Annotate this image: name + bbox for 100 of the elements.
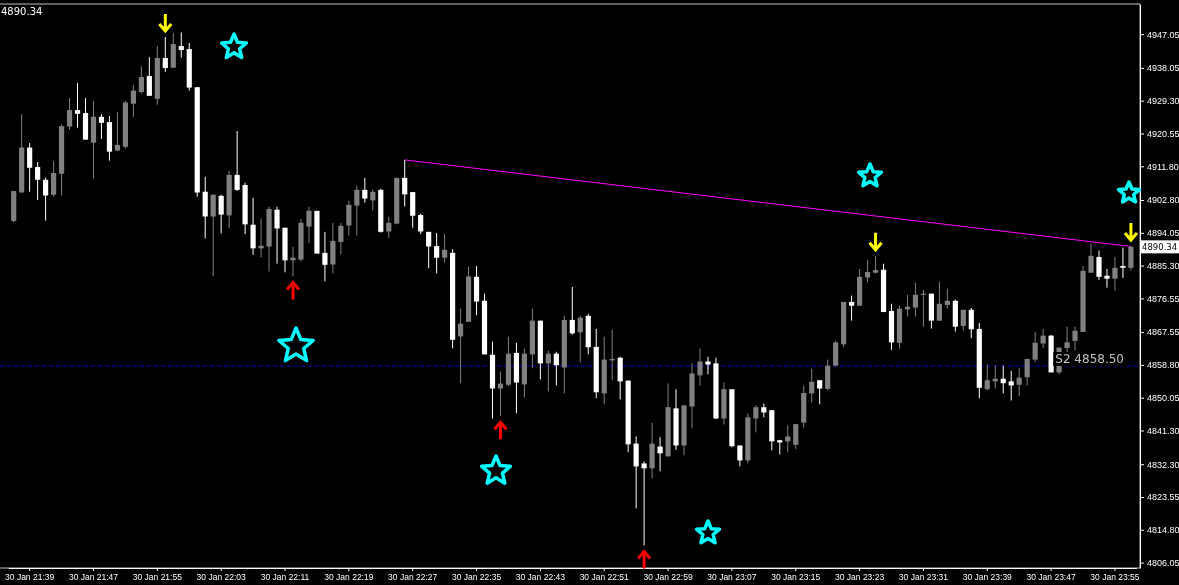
candlestick <box>178 31 184 59</box>
x-tick-label: 30 Jan 23:15 <box>771 572 821 583</box>
y-tick-label: 4929.30 <box>1147 96 1179 107</box>
y-tick-label: 4947.05 <box>1147 29 1179 40</box>
candlestick <box>817 379 823 405</box>
candlestick <box>793 423 799 450</box>
candlestick <box>785 424 791 453</box>
candlestick <box>809 368 815 403</box>
candlestick <box>641 461 647 547</box>
y-tick-label: 4867.55 <box>1147 327 1179 338</box>
candlestick <box>1064 326 1070 354</box>
candlestick <box>434 232 440 274</box>
x-tick-label: 30 Jan 23:07 <box>707 572 757 583</box>
candlestick <box>43 177 49 222</box>
candlestick <box>250 197 256 256</box>
candlestick <box>66 97 73 131</box>
y-tick-label: 4894.05 <box>1147 228 1179 239</box>
candlestick <box>426 231 432 269</box>
candlestick <box>346 200 352 237</box>
candlestick <box>306 206 312 244</box>
candlestick <box>354 185 360 237</box>
y-tick-label: 4911.80 <box>1147 161 1179 172</box>
candlestick <box>274 206 280 265</box>
candlestick <box>170 32 176 69</box>
candlestick <box>1104 268 1110 289</box>
y-tick-label: 4885.30 <box>1147 260 1179 271</box>
candlestick <box>146 56 152 97</box>
x-tick-label: 30 Jan 23:55 <box>1090 572 1140 583</box>
x-tick-label: 30 Jan 23:39 <box>962 572 1013 583</box>
candlestick <box>338 222 344 255</box>
candlestick <box>234 130 240 192</box>
candlestick <box>753 404 759 433</box>
candlestick <box>402 159 408 207</box>
candlestick <box>418 213 424 235</box>
candlestick <box>50 160 57 198</box>
x-tick-label: 30 Jan 23:23 <box>835 572 885 583</box>
candlestick <box>912 282 919 318</box>
candlestick <box>657 436 663 472</box>
candlestick <box>1128 245 1134 271</box>
x-tick-label: 30 Jan 22:43 <box>515 572 566 583</box>
candlestick <box>114 111 121 152</box>
candlestick <box>410 191 416 229</box>
candlestick <box>218 194 224 234</box>
candlestick <box>1040 328 1046 349</box>
candlestick <box>1120 247 1126 279</box>
x-tick-label: 30 Jan 21:47 <box>68 572 119 583</box>
y-tick-label: 4823.55 <box>1147 492 1179 503</box>
candlestick <box>27 142 33 193</box>
candlestick <box>322 231 328 282</box>
candlestick <box>936 281 942 322</box>
candlestick <box>849 295 855 322</box>
candlestick <box>98 113 105 140</box>
candlestick <box>1008 370 1014 401</box>
y-tick-label: 4902.80 <box>1147 195 1179 206</box>
y-tick-label: 4938.05 <box>1147 63 1179 74</box>
candlestick <box>864 259 871 283</box>
candlestick <box>737 444 743 467</box>
candlestick <box>633 435 639 509</box>
candlestick <box>442 233 448 264</box>
ref-line-label: S2 4858.50 <box>1055 352 1124 367</box>
candlestick <box>617 356 623 400</box>
y-tick-label: 4876.55 <box>1147 293 1179 304</box>
candlestick <box>1088 242 1094 274</box>
x-tick-label: 30 Jan 22:27 <box>388 572 438 583</box>
candlestick <box>330 222 336 274</box>
candlestick <box>1112 256 1118 292</box>
candlestick <box>1032 331 1038 363</box>
x-tick-label: 30 Jan 23:47 <box>1026 572 1076 583</box>
candlestick <box>1072 326 1078 351</box>
candlestick <box>1024 358 1030 386</box>
y-tick-label: 4920.55 <box>1147 128 1179 139</box>
x-tick-label: 30 Jan 22:51 <box>579 572 630 583</box>
candlestick <box>1016 367 1022 397</box>
candlestick <box>457 308 464 384</box>
candlestick <box>35 161 41 201</box>
y-tick-label: 4841.30 <box>1147 425 1179 436</box>
candlestick <box>825 359 831 391</box>
x-tick-label: 30 Jan 22:03 <box>196 572 247 583</box>
y-tick-label: 4832.30 <box>1147 459 1179 470</box>
x-tick-label: 30 Jan 21:39 <box>5 572 55 583</box>
candlestick <box>553 351 559 386</box>
x-tick-label: 30 Jan 23:31 <box>898 572 949 583</box>
candlestick <box>210 193 216 277</box>
text: 4890.34 <box>1142 242 1178 253</box>
candlestick <box>1096 250 1102 281</box>
annotation: 4890.34 <box>1 6 43 17</box>
candlestick <box>697 348 703 386</box>
candlestick <box>705 356 711 375</box>
candlestick <box>162 36 168 73</box>
y-tick-label: 4850.05 <box>1147 393 1179 404</box>
candlestick <box>833 340 839 367</box>
y-tick-label: 4858.80 <box>1147 360 1179 371</box>
x-tick-label: 30 Jan 22:35 <box>451 572 502 583</box>
candlestick <box>577 315 583 363</box>
x-tick-label: 30 Jan 22:11 <box>260 572 310 583</box>
y-tick-label: 4806.05 <box>1147 557 1179 568</box>
x-tick-label: 30 Jan 22:59 <box>643 572 693 583</box>
x-tick-label: 30 Jan 21:55 <box>132 572 183 583</box>
candlestick <box>968 307 974 339</box>
candlestick <box>944 288 950 310</box>
